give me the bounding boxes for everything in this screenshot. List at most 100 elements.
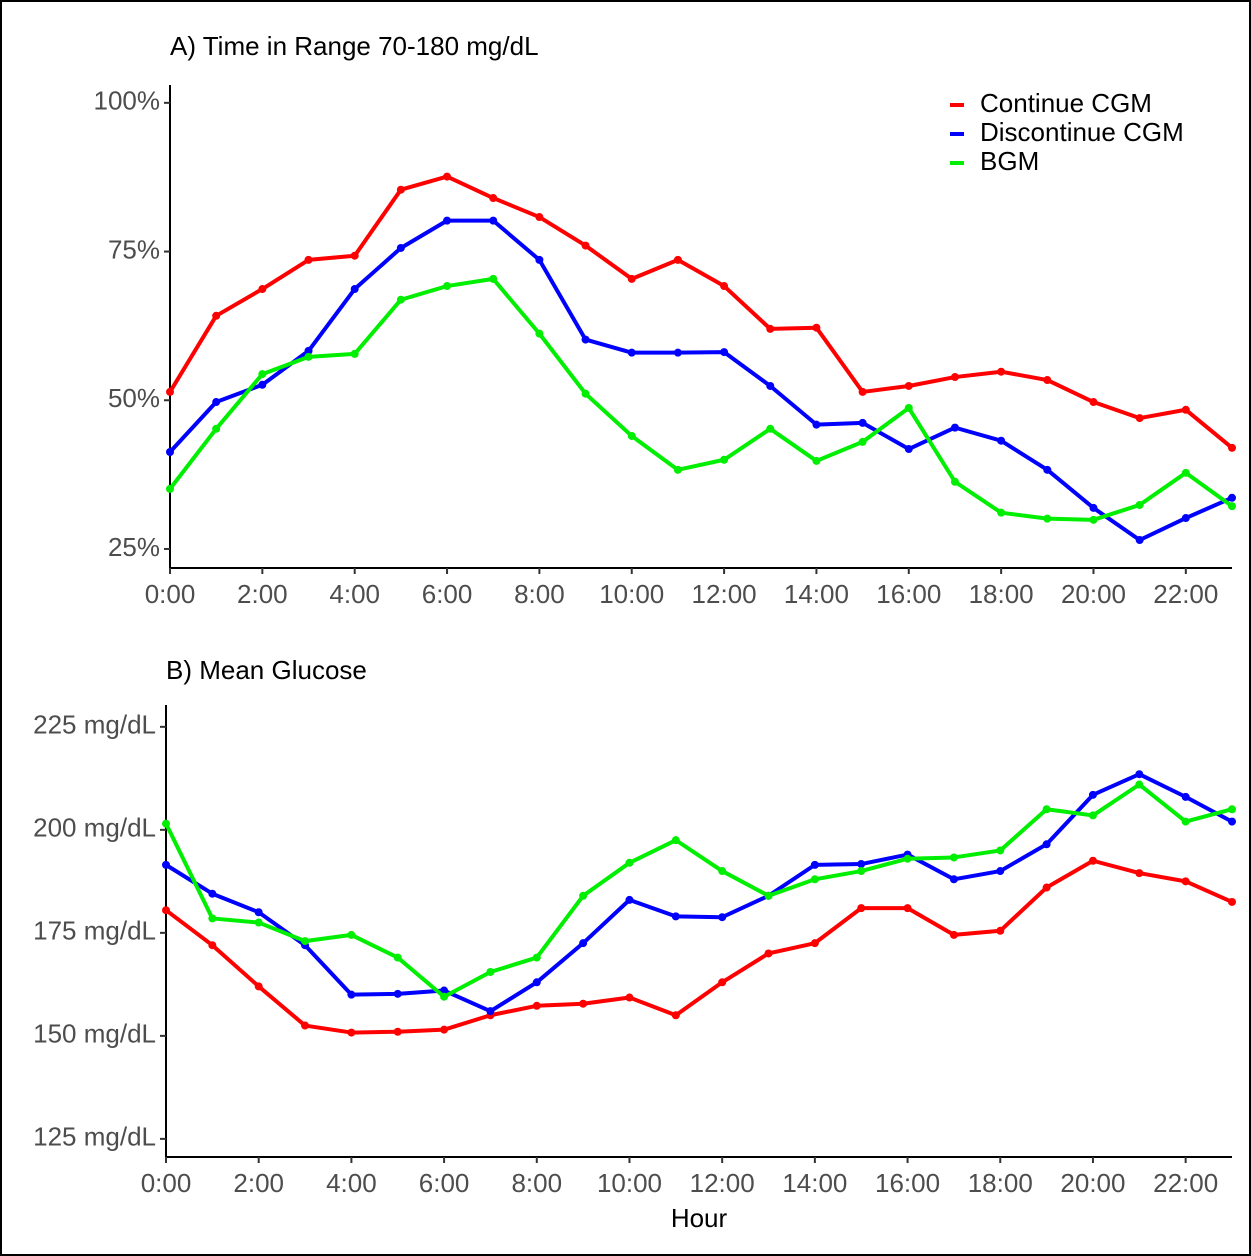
data-point bbox=[857, 867, 866, 876]
x-tick-label: 0:00 bbox=[141, 1168, 192, 1198]
x-tick-label: 14:00 bbox=[782, 1168, 847, 1198]
data-point bbox=[254, 918, 263, 927]
data-point bbox=[393, 953, 402, 962]
data-point bbox=[812, 456, 821, 465]
data-point bbox=[347, 930, 356, 939]
data-point bbox=[258, 285, 267, 294]
data-point bbox=[1135, 780, 1144, 789]
data-point bbox=[949, 930, 958, 939]
data-point bbox=[996, 926, 1005, 935]
data-point bbox=[208, 941, 217, 950]
data-point bbox=[350, 251, 359, 260]
data-point bbox=[162, 860, 170, 869]
data-point bbox=[1181, 817, 1190, 826]
data-point bbox=[212, 311, 221, 320]
data-point bbox=[720, 282, 729, 291]
data-point bbox=[212, 424, 221, 433]
data-point bbox=[810, 860, 819, 869]
data-point bbox=[1043, 376, 1052, 385]
x-tick-label: 2:00 bbox=[233, 1168, 284, 1198]
data-point bbox=[764, 949, 773, 958]
x-tick-label: 22:00 bbox=[1153, 1168, 1218, 1198]
series-line bbox=[164, 772, 1233, 1014]
y-tick-label: 225 mg/dL bbox=[33, 710, 156, 740]
x-tick-label: 12:00 bbox=[692, 579, 757, 609]
data-point bbox=[1088, 790, 1097, 799]
data-point bbox=[903, 904, 912, 913]
data-point bbox=[581, 335, 590, 344]
data-point bbox=[1181, 514, 1190, 523]
x-axis-label: Hour bbox=[671, 1203, 728, 1233]
data-point bbox=[904, 403, 913, 412]
x-tick-label: 12:00 bbox=[690, 1168, 755, 1198]
x-tick-label: 6:00 bbox=[419, 1168, 470, 1198]
data-point bbox=[950, 477, 959, 486]
legend-label: BGM bbox=[980, 146, 1039, 176]
data-point bbox=[1088, 811, 1097, 820]
data-point bbox=[1135, 414, 1144, 423]
x-tick-label: 16:00 bbox=[875, 1168, 940, 1198]
data-point bbox=[1135, 536, 1144, 545]
data-point bbox=[1228, 443, 1236, 452]
data-point bbox=[1181, 877, 1190, 886]
x-tick-label: 18:00 bbox=[969, 579, 1034, 609]
data-point bbox=[1181, 792, 1190, 801]
data-point bbox=[1089, 503, 1098, 512]
x-tick-label: 4:00 bbox=[326, 1168, 377, 1198]
data-point bbox=[532, 978, 541, 987]
data-point bbox=[625, 993, 634, 1002]
data-point bbox=[949, 853, 958, 862]
data-point bbox=[535, 213, 544, 222]
data-point bbox=[1089, 515, 1098, 524]
x-tick-label: 20:00 bbox=[1060, 1168, 1125, 1198]
data-point bbox=[858, 387, 867, 396]
series-line bbox=[164, 858, 1233, 1035]
data-point bbox=[212, 398, 221, 407]
x-tick-label: 2:00 bbox=[237, 579, 288, 609]
data-point bbox=[304, 346, 313, 355]
data-point bbox=[812, 420, 821, 429]
data-point bbox=[812, 323, 821, 332]
data-point bbox=[489, 194, 498, 203]
data-point bbox=[858, 437, 867, 446]
data-point bbox=[1228, 817, 1236, 826]
data-point bbox=[673, 465, 682, 474]
y-tick-label: 75% bbox=[108, 234, 160, 264]
data-point bbox=[903, 854, 912, 863]
data-point bbox=[1088, 856, 1097, 865]
x-tick-label: 14:00 bbox=[784, 579, 849, 609]
data-point bbox=[581, 241, 590, 250]
data-point bbox=[162, 906, 170, 915]
data-point bbox=[625, 895, 634, 904]
series-line bbox=[168, 276, 1234, 522]
data-point bbox=[1135, 869, 1144, 878]
x-tick-label: 10:00 bbox=[597, 1168, 662, 1198]
data-point bbox=[162, 819, 170, 828]
data-point bbox=[766, 324, 775, 333]
data-point bbox=[396, 243, 405, 252]
data-point bbox=[396, 295, 405, 304]
data-point bbox=[393, 989, 402, 998]
chart-title: B) Mean Glucose bbox=[166, 655, 367, 685]
data-point bbox=[258, 370, 267, 379]
data-point bbox=[857, 860, 866, 869]
data-point bbox=[1228, 493, 1236, 502]
data-point bbox=[535, 255, 544, 264]
y-tick-label: 125 mg/dL bbox=[33, 1122, 156, 1152]
x-tick-label: 0:00 bbox=[145, 579, 196, 609]
data-point bbox=[532, 953, 541, 962]
x-tick-label: 4:00 bbox=[329, 579, 380, 609]
y-tick-label: 25% bbox=[108, 532, 160, 562]
y-tick-label: 50% bbox=[108, 383, 160, 413]
data-point bbox=[166, 387, 174, 396]
data-point bbox=[766, 424, 775, 433]
x-tick-label: 10:00 bbox=[599, 579, 664, 609]
data-point bbox=[858, 418, 867, 427]
x-tick-label: 6:00 bbox=[422, 579, 473, 609]
y-tick-label: 200 mg/dL bbox=[33, 813, 156, 843]
x-tick-label: 18:00 bbox=[968, 1168, 1033, 1198]
data-point bbox=[486, 1007, 495, 1016]
data-point bbox=[489, 274, 498, 283]
y-tick-label: 100% bbox=[94, 86, 161, 116]
